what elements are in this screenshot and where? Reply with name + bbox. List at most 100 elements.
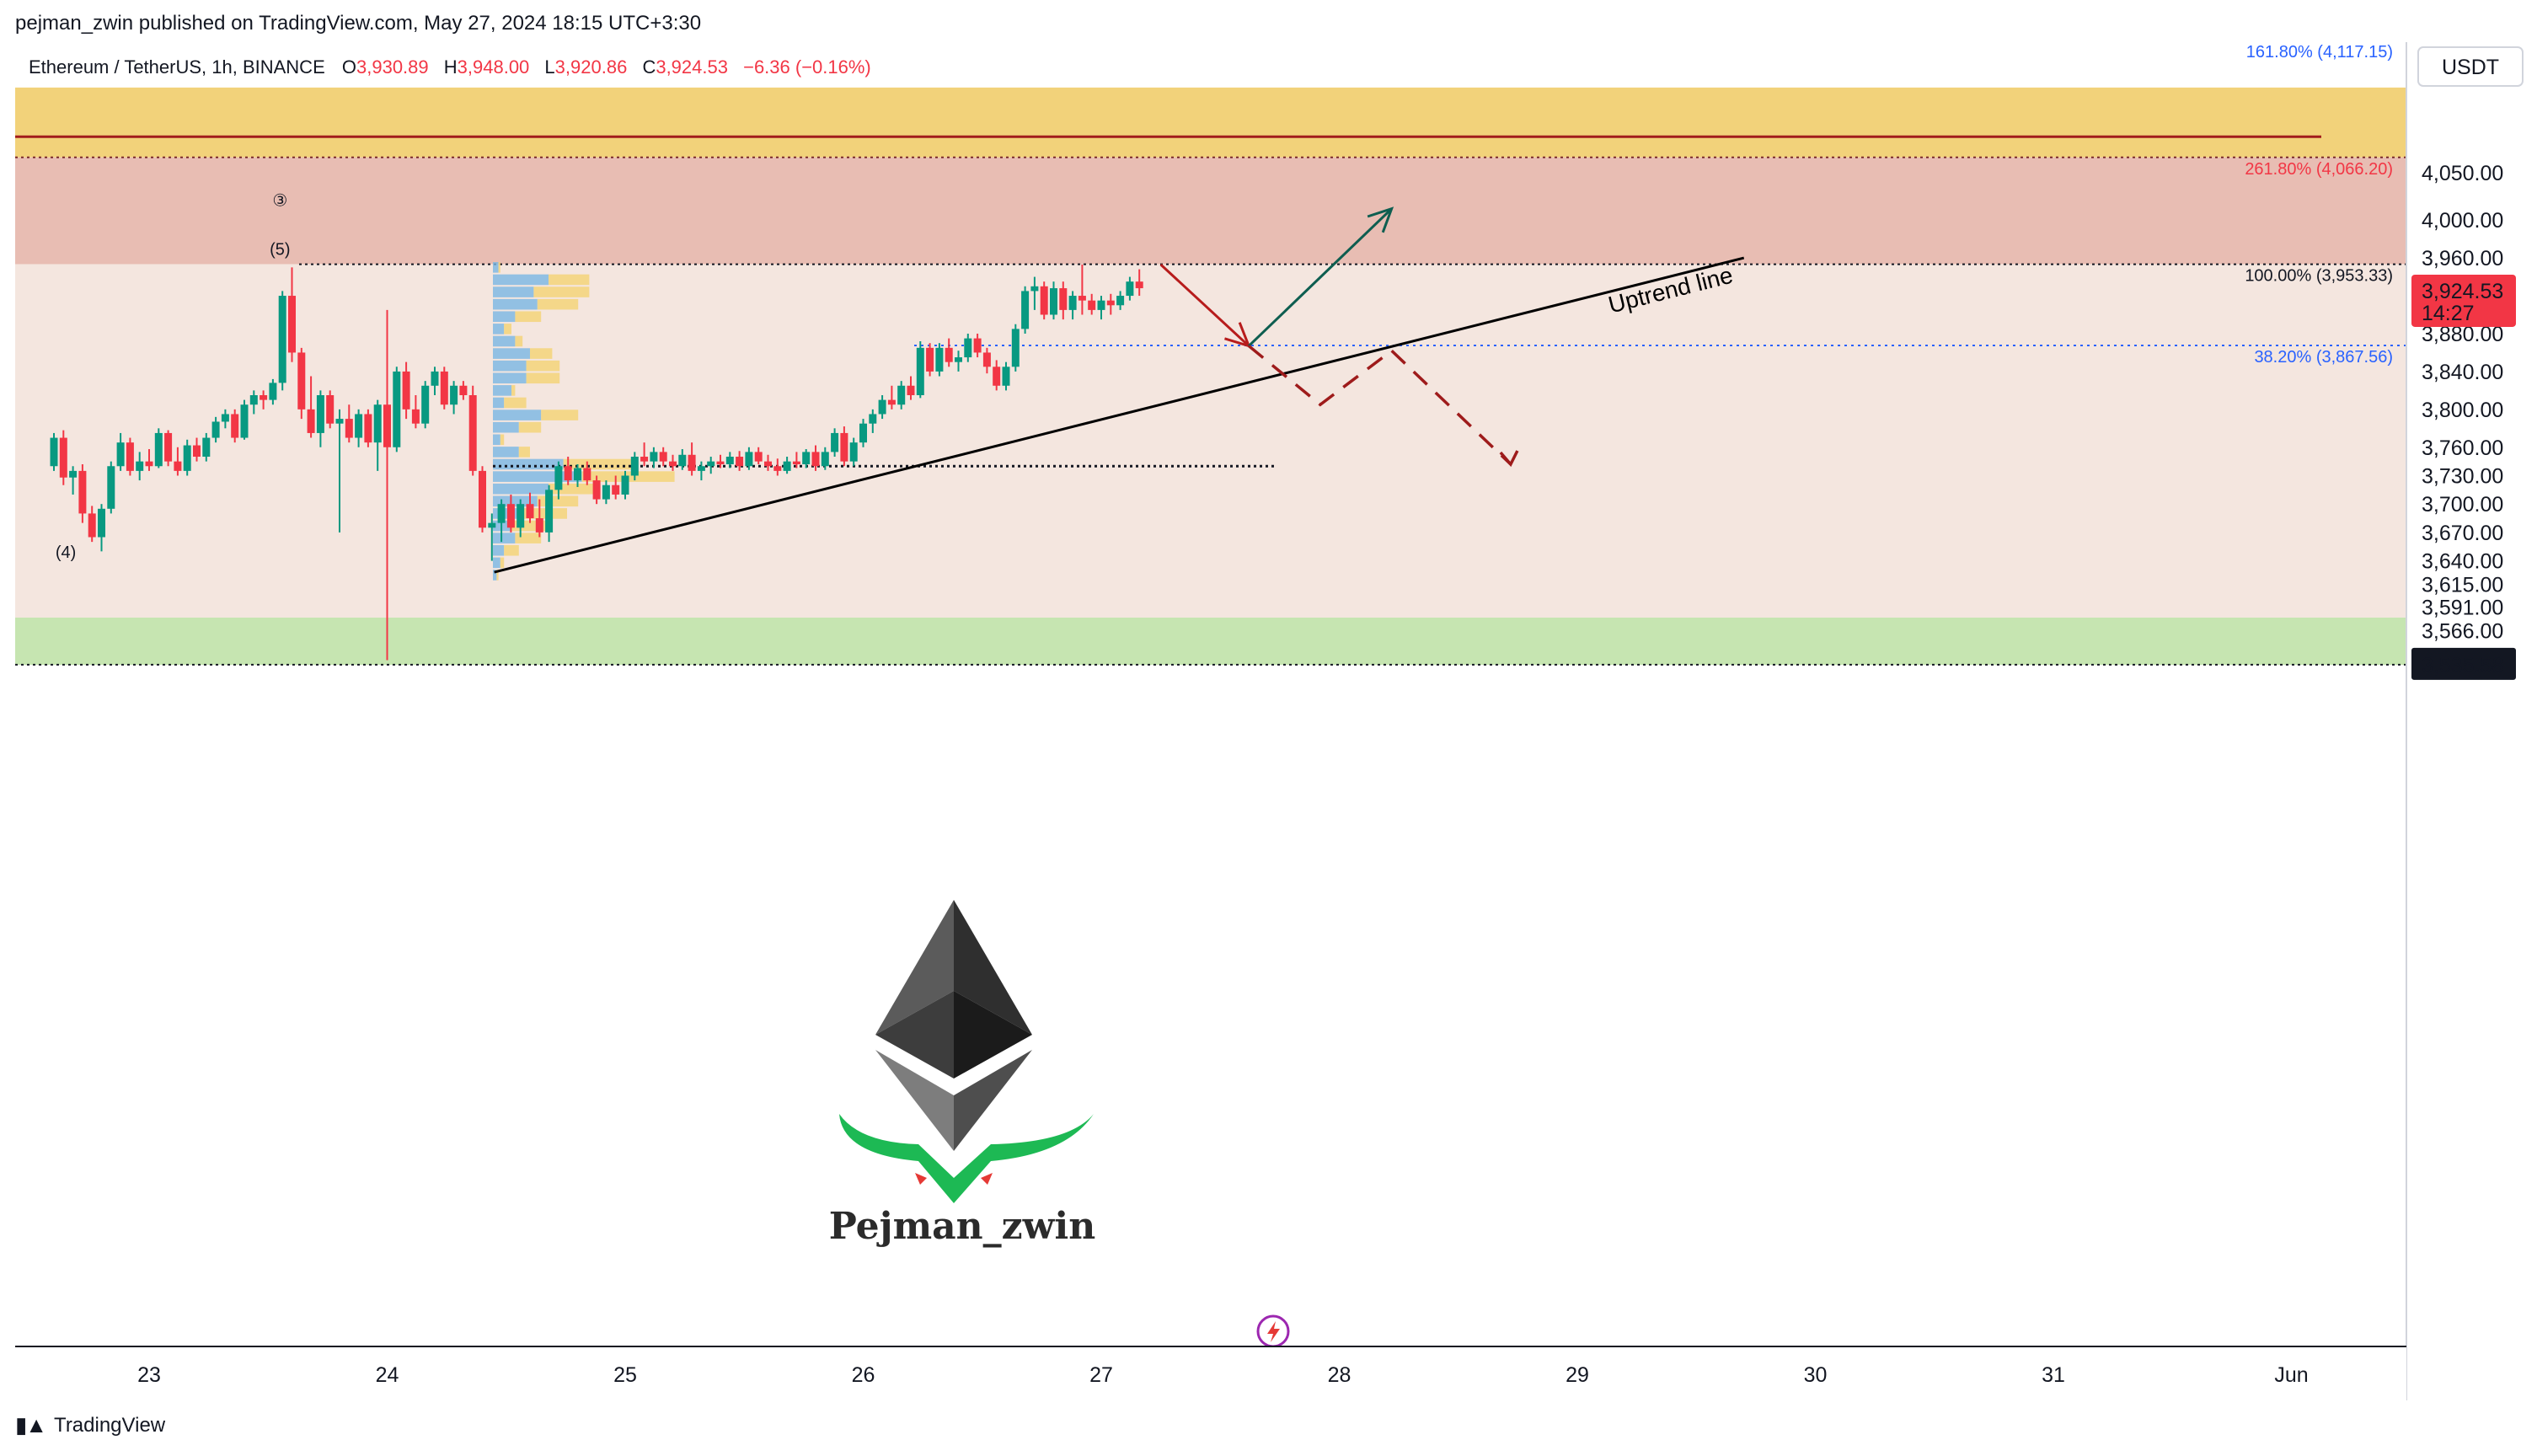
candle-body[interactable]	[1030, 286, 1039, 292]
candle[interactable]	[288, 267, 296, 362]
candle-body[interactable]	[669, 461, 677, 467]
candle-body[interactable]	[1135, 281, 1143, 289]
candle[interactable]	[1030, 276, 1039, 310]
candle[interactable]	[488, 513, 496, 561]
candle-body[interactable]	[840, 432, 848, 462]
candle[interactable]	[688, 442, 696, 476]
candle-body[interactable]	[630, 457, 639, 476]
candle-body[interactable]	[260, 394, 268, 400]
candle-body[interactable]	[1059, 288, 1068, 310]
candle[interactable]	[468, 385, 477, 476]
candle[interactable]	[260, 390, 268, 410]
candle[interactable]	[249, 390, 258, 415]
candle[interactable]	[602, 480, 610, 505]
candle[interactable]	[916, 340, 924, 399]
candle-body[interactable]	[1106, 300, 1115, 306]
candle[interactable]	[1040, 281, 1048, 320]
candle-body[interactable]	[1050, 288, 1057, 315]
candle-body[interactable]	[345, 419, 353, 438]
candle[interactable]	[935, 343, 944, 377]
candle[interactable]	[411, 394, 420, 429]
candle[interactable]	[402, 361, 410, 420]
candle[interactable]	[136, 452, 144, 481]
candle-body[interactable]	[993, 367, 1001, 386]
candle[interactable]	[240, 399, 249, 440]
candle[interactable]	[335, 409, 344, 533]
candle-body[interactable]	[859, 423, 867, 443]
candle-body[interactable]	[1116, 296, 1125, 306]
candle[interactable]	[849, 437, 858, 467]
candle[interactable]	[221, 409, 229, 429]
candle[interactable]	[802, 449, 811, 468]
candle[interactable]	[126, 437, 134, 476]
current-price-badge[interactable]	[2411, 274, 2516, 327]
candle[interactable]	[964, 333, 972, 362]
candle[interactable]	[669, 454, 677, 471]
candle[interactable]	[1068, 291, 1077, 320]
candle-body[interactable]	[164, 432, 173, 462]
candle-body[interactable]	[240, 404, 249, 438]
candle[interactable]	[630, 452, 639, 481]
candle-body[interactable]	[935, 347, 944, 372]
candle-body[interactable]	[316, 394, 324, 433]
candle-body[interactable]	[364, 414, 372, 443]
candle[interactable]	[535, 499, 543, 538]
candle-body[interactable]	[411, 409, 420, 424]
candle-body[interactable]	[506, 504, 515, 528]
candle-body[interactable]	[450, 385, 458, 405]
candle[interactable]	[211, 416, 220, 443]
breakout-arrow-head[interactable]	[1367, 206, 1394, 233]
candle[interactable]	[564, 457, 572, 485]
candle-body[interactable]	[887, 399, 896, 405]
candle[interactable]	[745, 447, 753, 470]
candle[interactable]	[792, 452, 800, 468]
candle-body[interactable]	[183, 445, 191, 471]
candle-body[interactable]	[926, 347, 934, 372]
candle-body[interactable]	[440, 371, 448, 405]
candle-body[interactable]	[326, 394, 335, 424]
projection-path-head[interactable]	[1499, 450, 1519, 468]
candle[interactable]	[1116, 291, 1125, 310]
candle-body[interactable]	[479, 470, 486, 528]
candle-body[interactable]	[754, 452, 763, 462]
candle-body[interactable]	[650, 452, 658, 462]
candle-body[interactable]	[174, 461, 182, 471]
candle-body[interactable]	[488, 522, 496, 528]
candle[interactable]	[383, 309, 391, 661]
candle[interactable]	[1021, 286, 1030, 334]
candle-body[interactable]	[402, 371, 410, 410]
candle[interactable]	[431, 367, 439, 395]
candle-body[interactable]	[725, 457, 734, 465]
candle-body[interactable]	[659, 452, 667, 462]
candle-body[interactable]	[907, 385, 915, 395]
candle-body[interactable]	[1040, 286, 1048, 315]
candle-body[interactable]	[945, 347, 953, 362]
candle-body[interactable]	[773, 466, 782, 471]
candle[interactable]	[1078, 264, 1086, 315]
candle-body[interactable]	[421, 385, 430, 424]
candle-body[interactable]	[602, 484, 610, 500]
candle[interactable]	[783, 457, 791, 474]
candle[interactable]	[697, 461, 705, 481]
candle[interactable]	[736, 451, 744, 471]
candle-body[interactable]	[373, 404, 382, 443]
candle[interactable]	[231, 409, 239, 443]
candle-body[interactable]	[98, 508, 105, 538]
candle[interactable]	[278, 291, 286, 391]
candle-body[interactable]	[50, 437, 58, 467]
currency-label[interactable]: USDT	[2442, 56, 2499, 79]
candle[interactable]	[1088, 293, 1096, 315]
candle-body[interactable]	[78, 470, 87, 514]
candle[interactable]	[545, 484, 554, 543]
candle-body[interactable]	[468, 394, 477, 471]
candle[interactable]	[592, 475, 601, 505]
candle[interactable]	[574, 464, 581, 487]
candle[interactable]	[754, 447, 763, 465]
candle-body[interactable]	[535, 518, 543, 533]
candle[interactable]	[345, 404, 353, 443]
candle-body[interactable]	[707, 461, 715, 467]
candle-body[interactable]	[554, 466, 563, 490]
candle[interactable]	[479, 466, 486, 533]
candle[interactable]	[1126, 276, 1134, 301]
